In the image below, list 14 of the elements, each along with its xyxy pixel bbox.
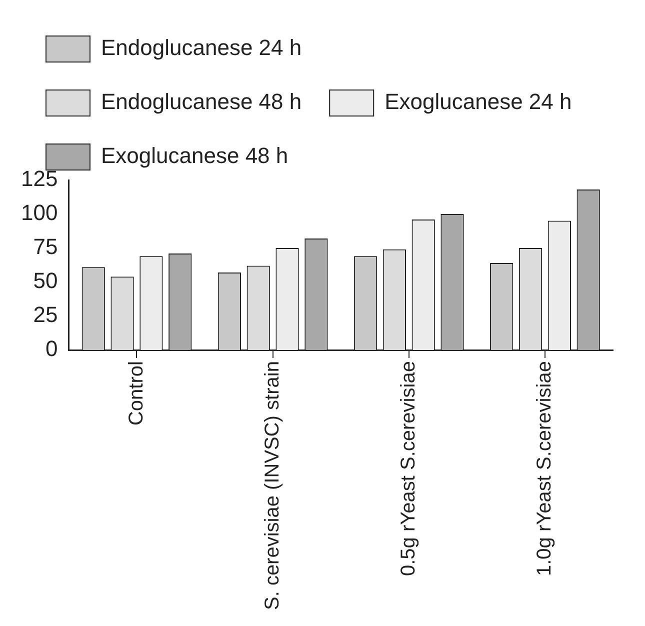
legend-label: Exoglucanese 24 h [384,89,572,114]
x-tick-label: Control [125,361,148,426]
y-tick-label: 25 [33,302,58,328]
y-tick-label: 0 [45,336,58,362]
y-tick-label: 125 [20,166,58,192]
legend-label: Exoglucanese 48 h [101,143,288,168]
x-tick-label: S. cerevisiae (INVSC) strain [261,361,284,610]
y-tick-label: 50 [33,268,58,294]
legend-label: Endoglucanese 24 h [101,35,302,60]
x-tick-label: 0.5g rYeast S.cerevisiae [397,361,420,576]
y-tick-label: 100 [20,200,58,226]
legend-label: Endoglucanese 48 h [101,89,302,114]
x-tick-label: 1.0g rYeast S.cerevisiae [533,361,556,576]
y-tick-label: 75 [33,234,58,260]
